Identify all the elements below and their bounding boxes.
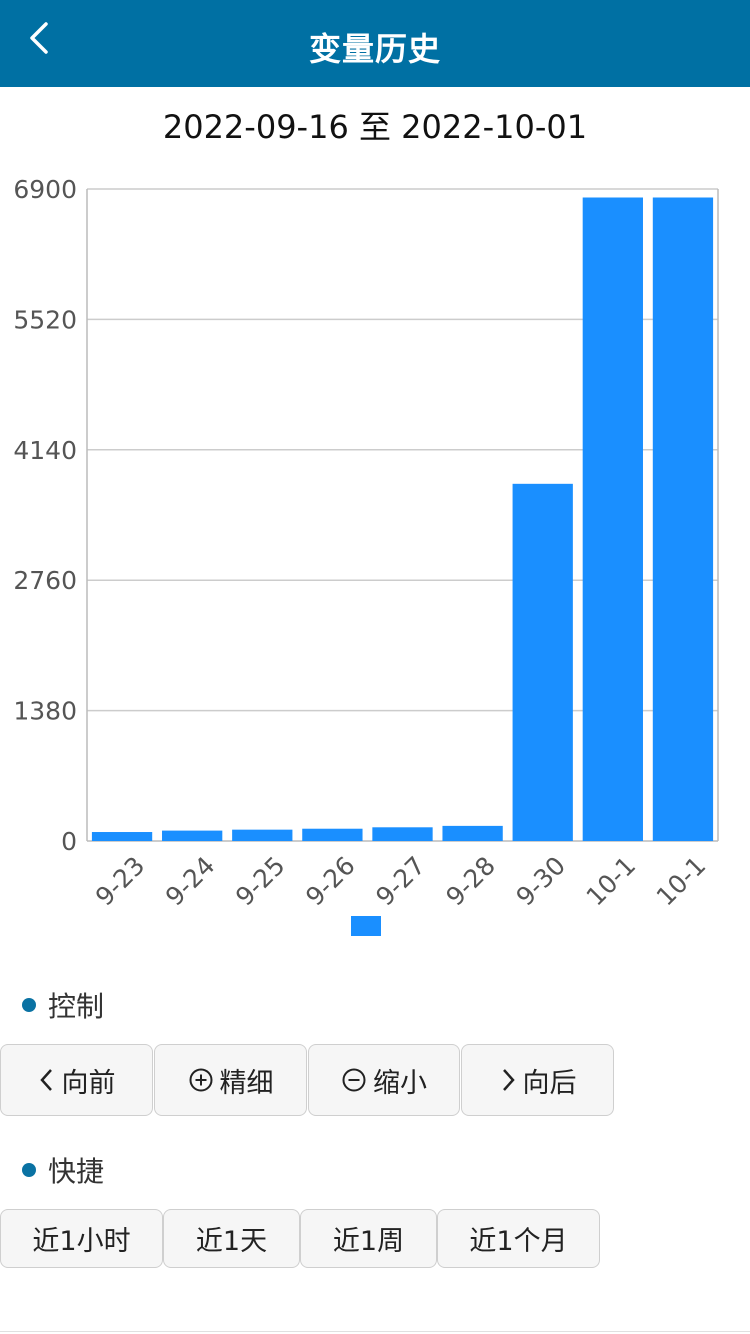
bottom-divider: [0, 1331, 750, 1332]
last-week-label: 近1周: [332, 1226, 405, 1257]
bar: [442, 825, 503, 841]
bar: [232, 829, 293, 841]
backward-button[interactable]: 向后: [461, 1044, 614, 1116]
chevron-left-icon: [39, 1069, 52, 1091]
y-tick-label: 2760: [13, 566, 77, 595]
zoom-out-label: 缩小: [373, 1067, 427, 1099]
x-tick-label: 9-26: [300, 851, 361, 912]
last-hour-button[interactable]: 近1小时: [0, 1209, 163, 1268]
x-tick-label: 9-27: [370, 851, 431, 912]
x-tick-label: 9-23: [90, 851, 151, 912]
x-tick-label: 9-25: [230, 851, 291, 912]
y-tick-label: 6900: [13, 175, 77, 204]
page-title: 变量历史: [308, 30, 441, 68]
bar: [512, 483, 573, 841]
bar: [162, 830, 223, 841]
last-month-button[interactable]: 近1个月: [437, 1209, 600, 1268]
bar: [372, 827, 433, 841]
refine-button[interactable]: 精细: [154, 1044, 307, 1116]
y-tick-label: 5520: [13, 305, 77, 334]
backward-label: 向后: [522, 1067, 577, 1099]
back-arrow-icon[interactable]: [22, 18, 62, 58]
date-range: 2022-09-16 至 2022-10-01: [162, 108, 588, 146]
bar: [302, 828, 363, 841]
bar: [652, 197, 714, 842]
bullet-dot: [22, 1163, 36, 1177]
x-tick-label: 10-1: [651, 851, 712, 912]
bullet-dot: [22, 998, 36, 1012]
control-title-label: 控制: [48, 990, 105, 1023]
last-day-button[interactable]: 近1天: [163, 1209, 300, 1268]
y-tick-label: 1380: [13, 697, 77, 726]
y-tick-label: 4140: [13, 436, 77, 465]
bar: [582, 197, 643, 842]
y-tick-label: 0: [61, 827, 77, 856]
forward-label: 向前: [61, 1067, 116, 1099]
control-section-title: 控制: [22, 985, 104, 1025]
x-tick-label: 10-1: [581, 851, 642, 912]
minus-circle-icon: [342, 1068, 366, 1092]
x-tick-label: 9-30: [510, 851, 571, 912]
app-header: 变量历史: [0, 0, 750, 87]
forward-button[interactable]: 向前: [0, 1044, 153, 1116]
last-week-button[interactable]: 近1周: [300, 1209, 437, 1268]
plus-circle-icon: [189, 1068, 212, 1092]
last-day-label: 近1天: [195, 1226, 268, 1257]
legend-swatch: [351, 916, 381, 936]
zoom-out-button[interactable]: 缩小: [308, 1044, 460, 1116]
x-tick-label: 9-28: [440, 851, 501, 912]
last-hour-label: 近1小时: [32, 1226, 131, 1257]
x-tick-label: 9-24: [160, 851, 221, 912]
last-month-label: 近1个月: [469, 1226, 568, 1257]
shortcut-section-title: 快捷: [22, 1150, 104, 1190]
chevron-right-icon: [502, 1069, 515, 1091]
bar: [91, 832, 153, 841]
refine-label: 精细: [219, 1067, 274, 1099]
shortcut-title-label: 快捷: [48, 1155, 105, 1188]
